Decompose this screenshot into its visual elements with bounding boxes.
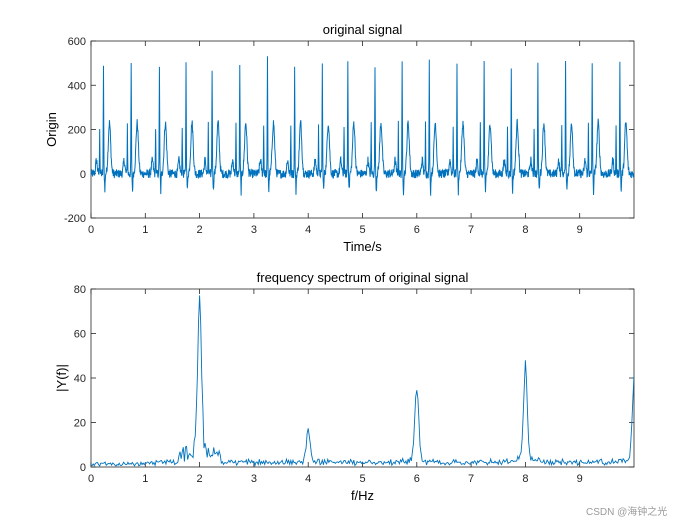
x-tick-label: 2 (197, 473, 203, 485)
y-tick-label: 200 (68, 125, 86, 137)
x-tick-label: 4 (305, 473, 311, 485)
y-tick-label: 600 (68, 36, 86, 48)
x-tick-label: 8 (522, 224, 528, 236)
x-tick-label: 3 (251, 473, 257, 485)
signal-series-line (91, 56, 634, 196)
x-tick-label: 0 (88, 224, 94, 236)
x-tick-label: 4 (305, 224, 311, 236)
x-tick-label: 8 (522, 473, 528, 485)
spectrum-series-line (91, 295, 634, 467)
chart-title: original signal (323, 22, 403, 37)
x-tick-label: 6 (414, 224, 420, 236)
x-axis-label: Time/s (343, 239, 382, 254)
y-tick-label: 0 (80, 169, 86, 181)
x-tick-label: 7 (468, 473, 474, 485)
chart-title: frequency spectrum of original signal (257, 270, 469, 285)
x-tick-label: 9 (577, 473, 583, 485)
y-tick-label: 0 (80, 462, 86, 474)
x-tick-label: 5 (359, 473, 365, 485)
y-tick-label: 40 (74, 373, 86, 385)
plot-area (90, 40, 635, 219)
y-tick-label: 20 (74, 418, 86, 430)
x-tick-label: 9 (577, 224, 583, 236)
plot-area (90, 288, 635, 468)
watermark-text: CSDN @海钟之光 (586, 505, 667, 518)
spectrum-axes: 0 1 2 3 4 5 6 7 8 9 0 20 40 60 80 frequency spectrum of… (54, 270, 635, 503)
x-tick-label: 6 (414, 473, 420, 485)
y-tick-label: 60 (74, 329, 86, 341)
y-tick-label: 80 (74, 284, 86, 296)
x-tick-label: 7 (468, 224, 474, 236)
x-tick-label: 1 (142, 224, 148, 236)
x-tick-label: 2 (197, 224, 203, 236)
x-tick-label: 3 (251, 224, 257, 236)
x-tick-label: 0 (88, 473, 94, 485)
y-axis-label: |Y(f)| (54, 364, 69, 392)
y-axis-label: Origin (44, 112, 59, 147)
y-tick-label: -200 (64, 213, 86, 225)
y-tick-label: 400 (68, 80, 86, 92)
x-axis-label: f/Hz (351, 488, 374, 503)
x-tick-label: 1 (142, 473, 148, 485)
x-tick-label: 5 (359, 224, 365, 236)
